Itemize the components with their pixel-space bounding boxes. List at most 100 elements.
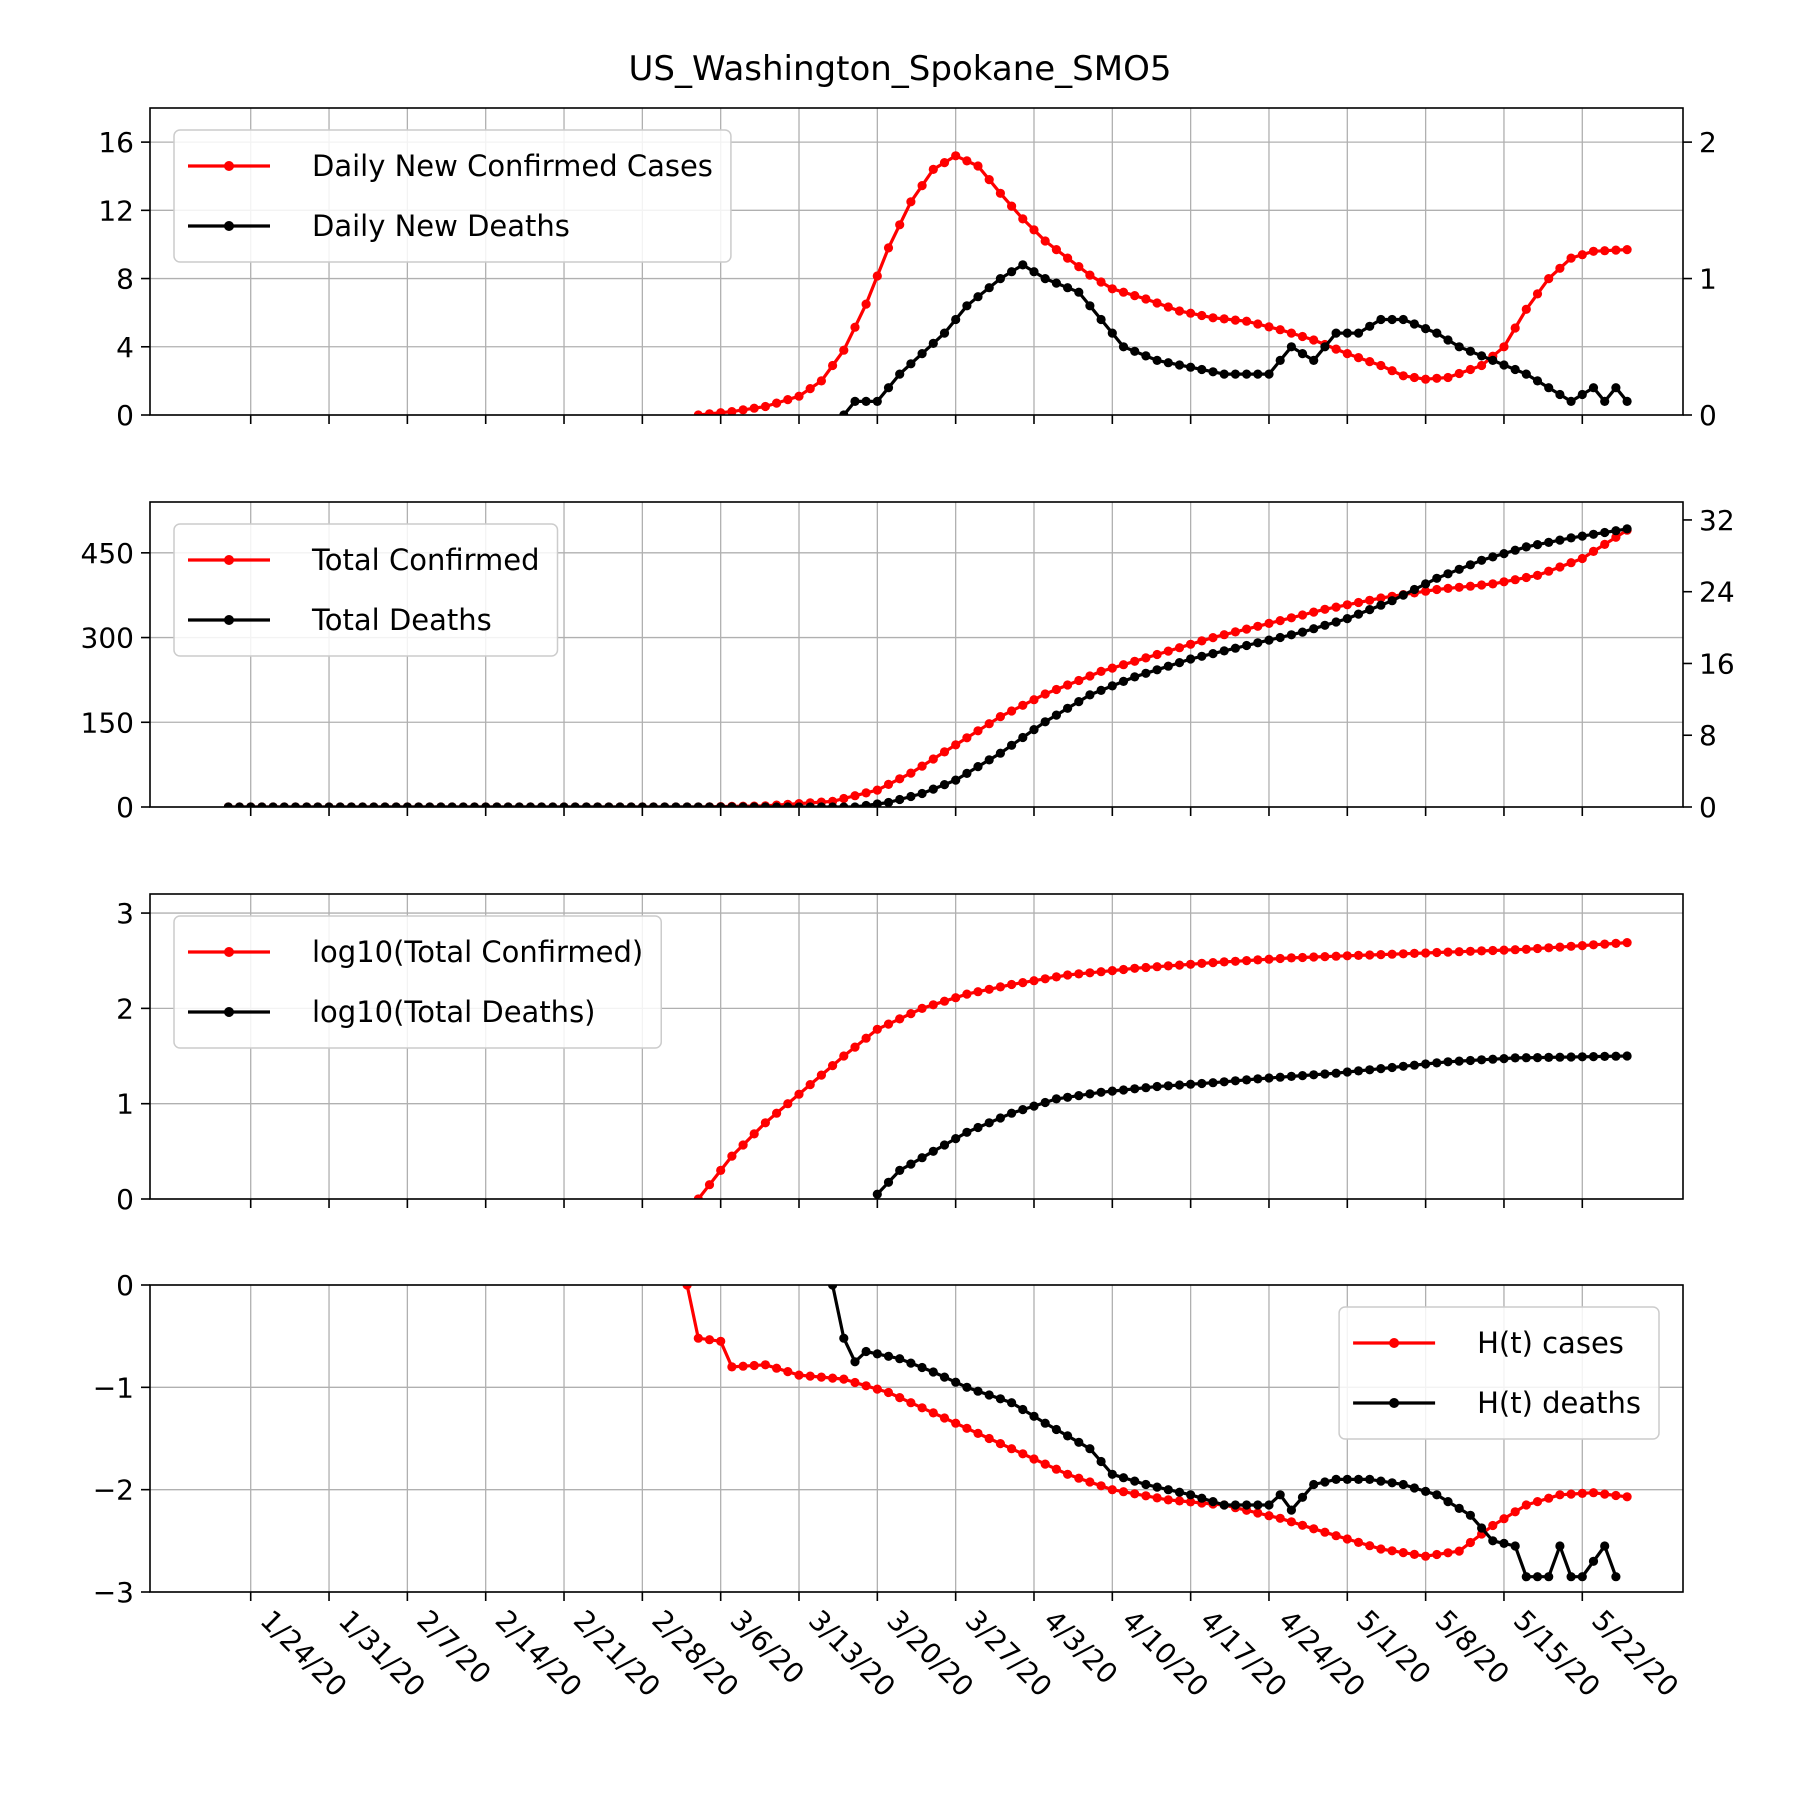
legend-swatch-marker <box>224 1007 234 1017</box>
data-point-log-0 <box>1499 945 1509 955</box>
data-point-hazard-0 <box>839 1374 849 1384</box>
data-point-log-1 <box>1107 1086 1117 1096</box>
data-point-hazard-0 <box>1600 1489 1610 1499</box>
data-point-hazard-1 <box>1488 1536 1498 1546</box>
data-point-hazard-1 <box>1421 1486 1431 1496</box>
data-point-log-1 <box>1566 1052 1576 1062</box>
data-point-hazard-1 <box>1230 1500 1240 1510</box>
data-point-hazard-0 <box>716 1336 726 1346</box>
data-point-totals-1 <box>1342 614 1352 624</box>
data-point-daily-1 <box>1421 324 1431 334</box>
data-point-hazard-1 <box>973 1386 983 1396</box>
data-point-log-0 <box>1342 951 1352 961</box>
data-point-log-0 <box>962 989 972 999</box>
data-point-totals-1 <box>346 802 356 807</box>
data-point-totals-0 <box>895 774 905 784</box>
data-point-hazard-0 <box>1544 1493 1554 1503</box>
legend-swatch-marker <box>224 221 234 231</box>
data-point-totals-0 <box>928 754 938 764</box>
data-point-daily-1 <box>1488 355 1498 365</box>
data-point-totals-0 <box>839 793 849 804</box>
data-point-hazard-0 <box>1264 1511 1274 1521</box>
data-point-totals-0 <box>1521 572 1531 583</box>
data-point-hazard-0 <box>1353 1537 1364 1547</box>
data-point-daily-1 <box>1163 358 1173 368</box>
data-point-log-0 <box>995 982 1006 992</box>
data-point-daily-1 <box>995 274 1006 284</box>
data-point-totals-1 <box>682 802 692 807</box>
data-point-log-1 <box>1622 1051 1632 1061</box>
data-point-daily-1 <box>1085 301 1095 311</box>
data-point-log-1 <box>1499 1054 1509 1064</box>
data-point-totals-0 <box>1555 562 1565 572</box>
legend-label: H(t) deaths <box>1477 1386 1641 1420</box>
data-point-hazard-0 <box>1611 1490 1621 1501</box>
y-tick-label: 0 <box>116 399 134 432</box>
x-tick-label: 4/17/20 <box>1194 1604 1294 1704</box>
data-point-totals-1 <box>548 802 558 807</box>
data-point-log-0 <box>794 1089 804 1099</box>
data-point-log-1 <box>1141 1083 1151 1093</box>
y2-tick-label: 1 <box>1699 263 1717 296</box>
data-point-daily-0 <box>1409 372 1419 383</box>
data-point-daily-0 <box>1353 353 1364 363</box>
data-point-log-0 <box>1532 943 1543 954</box>
data-point-totals-1 <box>570 802 580 807</box>
data-point-totals-1 <box>1040 717 1050 727</box>
data-point-totals-1 <box>749 802 759 807</box>
data-point-hazard-1 <box>1275 1490 1285 1500</box>
data-point-daily-1 <box>1297 349 1308 359</box>
data-point-log-1 <box>1454 1056 1464 1066</box>
data-point-log-0 <box>1454 947 1464 957</box>
legend-swatch-marker <box>1389 1398 1400 1408</box>
data-point-daily-0 <box>1074 262 1084 272</box>
data-point-totals-1 <box>1454 564 1464 574</box>
data-point-log-0 <box>1465 946 1475 956</box>
data-point-hazard-0 <box>1532 1497 1543 1507</box>
data-point-totals-0 <box>962 733 972 743</box>
data-point-hazard-1 <box>828 1285 838 1290</box>
data-point-log-1 <box>1242 1075 1252 1085</box>
data-point-hazard-0 <box>1488 1520 1498 1531</box>
data-point-hazard-1 <box>1499 1538 1509 1548</box>
data-point-totals-0 <box>1018 700 1028 710</box>
data-point-hazard-1 <box>1141 1479 1151 1490</box>
data-point-daily-1 <box>1342 328 1352 338</box>
data-point-hazard-0 <box>895 1393 905 1403</box>
data-point-hazard-1 <box>984 1390 994 1400</box>
data-point-totals-1 <box>850 802 860 807</box>
data-point-hazard-1 <box>872 1349 882 1359</box>
data-point-log-1 <box>1331 1068 1341 1078</box>
data-point-hazard-0 <box>1107 1485 1117 1495</box>
data-point-daily-0 <box>1063 253 1073 263</box>
y2-tick-label: 8 <box>1699 719 1717 752</box>
data-point-daily-0 <box>1331 344 1341 354</box>
data-point-log-0 <box>727 1151 737 1161</box>
data-point-hazard-1 <box>1297 1492 1308 1502</box>
data-point-log-0 <box>1622 938 1632 948</box>
data-point-hazard-0 <box>738 1361 748 1371</box>
data-point-totals-0 <box>951 740 961 750</box>
data-point-daily-1 <box>1208 367 1218 377</box>
data-point-log-0 <box>1007 979 1017 990</box>
data-point-totals-1 <box>537 802 547 807</box>
data-point-daily-1 <box>1432 328 1442 338</box>
data-point-hazard-0 <box>1555 1490 1565 1500</box>
data-point-hazard-1 <box>1331 1474 1341 1484</box>
y-tick-label: 0 <box>116 1183 134 1216</box>
data-point-log-1 <box>1432 1058 1442 1068</box>
data-point-log-0 <box>1197 958 1207 969</box>
data-point-log-1 <box>1007 1108 1017 1118</box>
data-point-totals-0 <box>1197 636 1207 646</box>
data-point-totals-1 <box>716 802 726 807</box>
data-point-log-0 <box>1443 947 1453 957</box>
data-point-totals-1 <box>581 802 591 807</box>
data-point-daily-1 <box>839 410 849 415</box>
legend: Daily New Confirmed Cases Daily New Death… <box>173 129 732 263</box>
data-point-log-1 <box>1555 1052 1565 1062</box>
data-point-hazard-0 <box>1376 1544 1386 1554</box>
data-point-totals-1 <box>637 802 647 807</box>
data-point-totals-1 <box>257 802 267 807</box>
data-point-log-1 <box>1051 1094 1061 1104</box>
data-point-totals-0 <box>1465 581 1475 591</box>
